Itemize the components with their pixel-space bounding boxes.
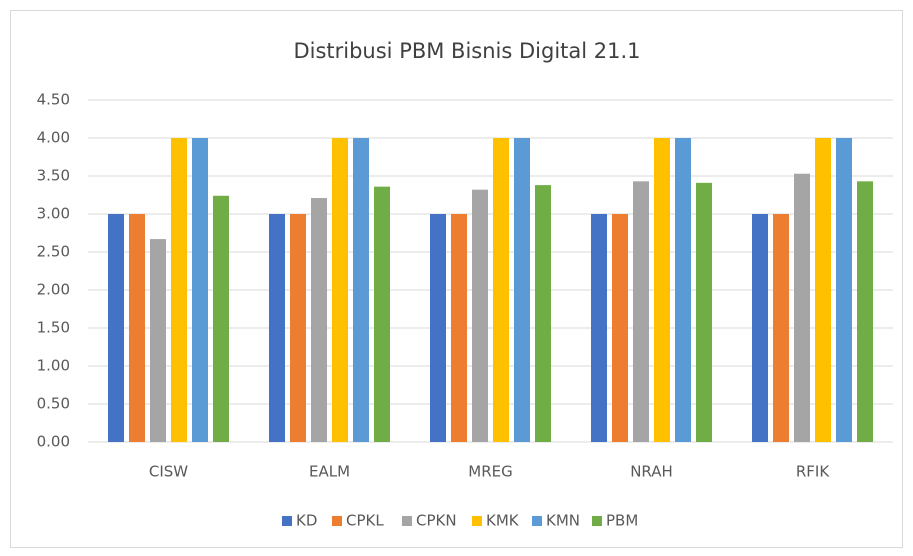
bar (374, 186, 390, 442)
bar (430, 214, 446, 442)
bar (612, 214, 628, 442)
bar (794, 173, 810, 442)
y-tick-label: 0.50 (37, 395, 70, 413)
legend-swatch (402, 516, 412, 526)
bar (815, 138, 831, 442)
y-tick-label: 4.50 (37, 91, 70, 109)
y-tick-label: 4.00 (37, 129, 70, 147)
legend-label: CPKL (346, 512, 384, 530)
legend-swatch (592, 516, 602, 526)
bar (633, 181, 649, 442)
bar (836, 138, 852, 442)
legend-label: KD (296, 512, 317, 530)
bar (451, 214, 467, 442)
legend-swatch (532, 516, 542, 526)
bar (591, 214, 607, 442)
y-tick-label: 3.00 (37, 205, 70, 223)
y-tick-label: 3.50 (37, 167, 70, 185)
legend-swatch (332, 516, 342, 526)
bar (514, 138, 530, 442)
bar (311, 198, 327, 442)
legend-label: PBM (606, 512, 638, 530)
bar (269, 214, 285, 442)
y-tick-label: 1.00 (37, 357, 70, 375)
chart-title: Distribusi PBM Bisnis Digital 21.1 (293, 39, 640, 63)
x-tick-label: EALM (309, 463, 350, 481)
bar (654, 138, 670, 442)
bar (332, 138, 348, 442)
bar (773, 214, 789, 442)
legend-label: KMK (486, 512, 520, 530)
y-tick-label: 0.00 (37, 433, 70, 451)
y-tick-label: 2.50 (37, 243, 70, 261)
y-tick-label: 2.00 (37, 281, 70, 299)
bar (171, 138, 187, 442)
bar (535, 185, 551, 442)
bar (472, 189, 488, 442)
legend-swatch (282, 516, 292, 526)
bar (192, 138, 208, 442)
bar (290, 214, 306, 442)
legend-label: CPKN (416, 512, 457, 530)
bar (752, 214, 768, 442)
bar (675, 138, 691, 442)
bar (493, 138, 509, 442)
x-tick-label: NRAH (630, 463, 673, 481)
bar (353, 138, 369, 442)
bar (696, 182, 712, 442)
bar (150, 239, 166, 442)
y-tick-label: 1.50 (37, 319, 70, 337)
x-tick-label: RFIK (796, 463, 830, 481)
bar (857, 181, 873, 442)
bar (108, 214, 124, 442)
bar (213, 195, 229, 442)
x-tick-label: CISW (149, 463, 188, 481)
x-tick-label: MREG (468, 463, 512, 481)
legend-swatch (472, 516, 482, 526)
bar (129, 214, 145, 442)
legend-label: KMN (546, 512, 580, 530)
